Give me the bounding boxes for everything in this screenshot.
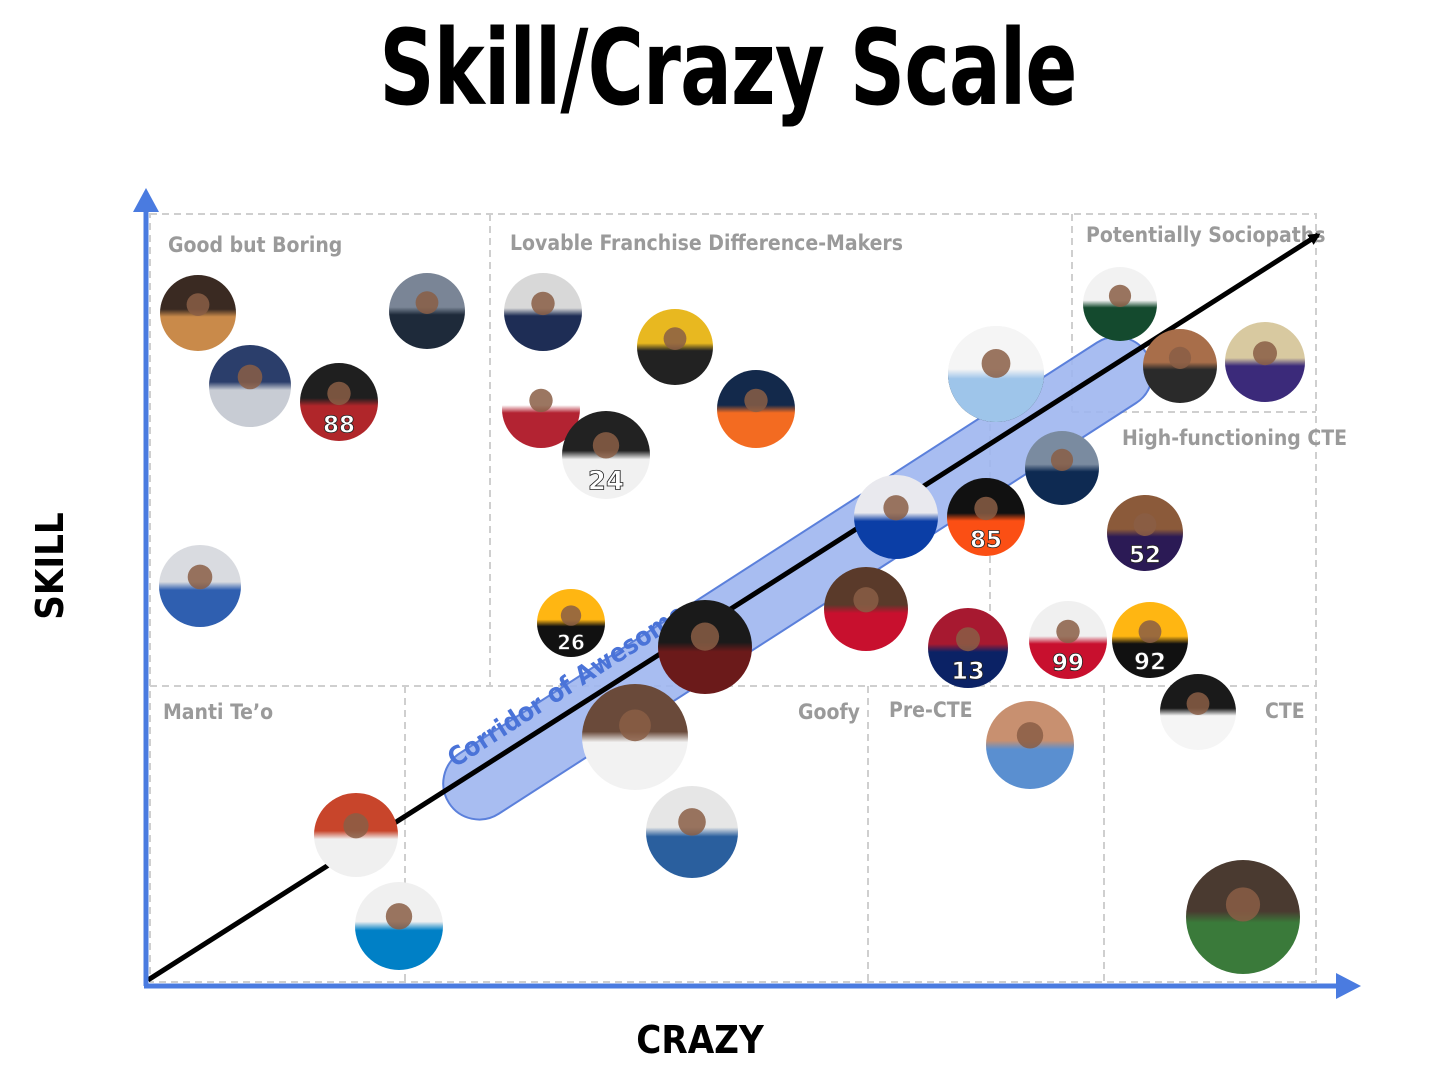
- player-photo: [1225, 322, 1305, 402]
- player-head-silhouette: [1016, 722, 1044, 749]
- player-photo: 26: [537, 589, 605, 657]
- region-labels: Good but Boring Lovable Franchise Differ…: [163, 223, 1347, 724]
- region-label-goofy: Goofy: [798, 700, 860, 724]
- player-photo: 92: [1112, 602, 1188, 678]
- player-photo: [160, 275, 236, 351]
- player-photo: [1186, 860, 1300, 974]
- player-head-silhouette: [974, 496, 998, 521]
- player-photo: 88: [300, 363, 378, 441]
- player-photo: [504, 273, 582, 351]
- player-head-silhouette: [560, 605, 582, 626]
- player-head-silhouette: [883, 495, 909, 521]
- region-label-cte: CTE: [1265, 699, 1305, 723]
- player-photo: 13: [928, 608, 1008, 688]
- player-head-silhouette: [415, 291, 439, 315]
- player-photo: [717, 370, 795, 448]
- player-head-silhouette: [1186, 692, 1210, 716]
- player-photo: [854, 475, 938, 559]
- player-head-silhouette: [956, 627, 980, 652]
- player-head-silhouette: [385, 903, 413, 930]
- player-head-silhouette: [981, 349, 1011, 378]
- region-label-good-but-boring: Good but Boring: [168, 233, 342, 257]
- jersey-number: 88: [323, 412, 355, 438]
- player-photo: 52: [1107, 495, 1183, 571]
- player-head-silhouette: [1133, 513, 1157, 537]
- axes: [133, 188, 1361, 999]
- player-photo: [1083, 267, 1157, 341]
- player-photo: [646, 786, 738, 878]
- player-photos: 882443855226139992: [159, 267, 1305, 974]
- x-axis-label: CRAZY: [636, 1018, 765, 1062]
- jersey-number: 99: [1052, 650, 1084, 676]
- player-photo: [986, 701, 1074, 789]
- player-photo: [637, 309, 713, 385]
- region-label-high-functioning-cte: High-functioning CTE: [1122, 426, 1347, 450]
- player-head-silhouette: [237, 364, 263, 390]
- player-photo: [948, 326, 1044, 422]
- player-head-silhouette: [690, 622, 720, 651]
- player-photo: 99: [1029, 601, 1107, 679]
- region-label-lovable-franchise: Lovable Franchise Difference-Makers: [510, 231, 903, 255]
- jersey-number: 85: [970, 527, 1002, 553]
- player-head-silhouette: [744, 388, 768, 413]
- y-axis-arrowhead: [133, 188, 159, 212]
- player-photo: [502, 370, 580, 448]
- player-head-silhouette: [529, 388, 553, 413]
- player-head-silhouette: [186, 293, 210, 317]
- player-head-silhouette: [187, 564, 213, 590]
- jersey-number: 26: [557, 631, 585, 655]
- player-photo: [1160, 674, 1236, 750]
- player-photo: [1143, 329, 1217, 403]
- player-head-silhouette: [1050, 448, 1074, 471]
- player-photo: [209, 345, 291, 427]
- player-head-silhouette: [1056, 619, 1080, 644]
- player-head-silhouette: [1225, 887, 1261, 922]
- x-axis-arrowhead: [1336, 973, 1361, 999]
- jersey-number: 13: [951, 657, 984, 685]
- region-label-potentially-sociopaths: Potentially Sociopaths: [1086, 223, 1325, 247]
- player-photo: [355, 882, 443, 970]
- player-head-silhouette: [1138, 620, 1162, 644]
- player-head-silhouette: [592, 432, 620, 459]
- jersey-number: 24: [588, 466, 624, 496]
- jersey-number: 52: [1129, 543, 1161, 569]
- player-head-silhouette: [619, 709, 651, 742]
- player-photo: 24: [562, 411, 650, 499]
- player-head-silhouette: [663, 327, 687, 351]
- player-photo: [159, 545, 241, 627]
- player-photo: 85: [947, 478, 1025, 556]
- player-photo: [1025, 431, 1099, 505]
- player-head-silhouette: [343, 813, 369, 839]
- player-head-silhouette: [1108, 284, 1132, 307]
- player-head-silhouette: [1253, 341, 1277, 366]
- player-head-silhouette: [678, 808, 706, 836]
- page-title: Skill/Crazy Scale: [379, 7, 1077, 129]
- player-head-silhouette: [853, 587, 879, 613]
- player-head-silhouette: [327, 381, 351, 406]
- region-label-manti-teo: Manti Te’o: [163, 700, 273, 724]
- region-label-pre-cte: Pre-CTE: [889, 698, 973, 722]
- player-photo: [658, 600, 752, 694]
- player-head-silhouette: [531, 291, 555, 316]
- player-photo: [582, 684, 688, 790]
- player-photo: [314, 793, 398, 877]
- grid-border: [149, 213, 1317, 983]
- player-head-silhouette: [1168, 346, 1192, 369]
- player-photo: [824, 567, 908, 651]
- player-photo: [389, 273, 465, 349]
- jersey-number: 92: [1134, 650, 1166, 676]
- y-axis-label: SKILL: [28, 512, 72, 619]
